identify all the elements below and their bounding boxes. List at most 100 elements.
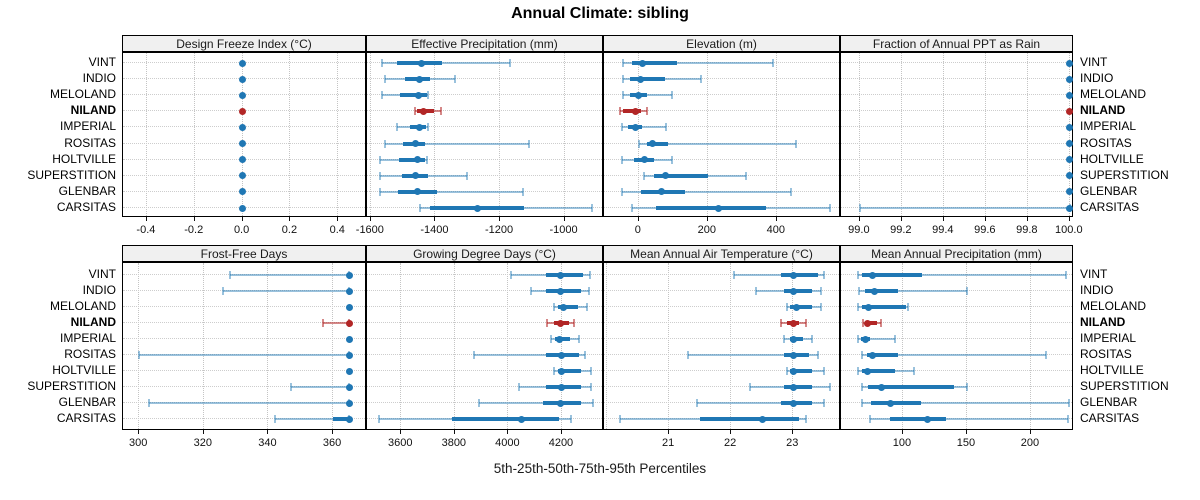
iqr-bar xyxy=(867,353,898,357)
median-dot xyxy=(871,287,879,295)
whisker-cap-low xyxy=(384,139,387,148)
median-dot xyxy=(557,271,565,279)
median-dot xyxy=(1066,75,1074,83)
grid-line-y xyxy=(841,306,1072,307)
iqr-bar xyxy=(452,417,560,421)
whisker-cap-low xyxy=(377,415,380,423)
grid-line-x xyxy=(730,263,732,429)
grid-line-y xyxy=(841,62,1072,63)
percentile-whisker xyxy=(869,418,1069,420)
whisker-cap-high xyxy=(817,351,820,359)
median-dot xyxy=(1066,107,1074,115)
grid-line-x xyxy=(900,53,902,216)
percentile-whisker xyxy=(148,402,350,404)
whisker-cap-low xyxy=(381,59,384,67)
median-dot xyxy=(789,335,797,343)
iqr-bar xyxy=(630,77,665,82)
whisker-cap-high xyxy=(454,75,457,84)
median-dot xyxy=(345,303,353,311)
axis-tick-label: 200 xyxy=(1020,437,1040,449)
grid-line-x xyxy=(668,263,670,429)
median-dot xyxy=(789,319,797,327)
grid-line-y xyxy=(367,402,602,403)
median-dot xyxy=(555,335,563,343)
axis-tick xyxy=(289,217,291,221)
grid-line-y xyxy=(367,110,602,112)
grid-line-y xyxy=(841,418,1072,419)
median-dot xyxy=(635,91,643,99)
axis-tick-label: 3800 xyxy=(441,437,467,449)
axis-tick-label: 0 xyxy=(634,224,641,236)
axis-tick xyxy=(400,430,402,434)
median-dot xyxy=(662,172,670,180)
median-dot xyxy=(789,367,797,375)
row-label-left: HOLTVILLE xyxy=(52,363,116,377)
iqr-bar xyxy=(864,289,898,293)
row-label-right: HOLTVILLE xyxy=(1080,151,1144,166)
median-dot xyxy=(638,59,646,67)
axis-tick xyxy=(499,217,501,221)
percentile-whisker xyxy=(638,142,796,145)
median-dot xyxy=(239,172,247,180)
grid-line-x xyxy=(332,263,334,429)
grid-line-y xyxy=(123,274,365,275)
panel-strip: Effective Precipitation (mm) xyxy=(366,35,603,52)
grid-line-y xyxy=(367,94,602,96)
axis-tick-label: 0.2 xyxy=(281,224,298,236)
whisker-cap-high xyxy=(820,303,823,311)
whisker-cap-high xyxy=(508,59,511,67)
iqr-bar xyxy=(700,417,800,421)
whisker-cap-high xyxy=(829,383,832,391)
grid-line-y xyxy=(367,174,602,176)
percentile-whisker xyxy=(382,62,510,64)
grid-line-y xyxy=(841,402,1072,403)
row-label-left: CARSITAS xyxy=(56,200,116,214)
axis-tick-label: 21 xyxy=(662,437,675,449)
axis-tick xyxy=(507,430,509,434)
grid-line-x xyxy=(400,263,402,429)
median-dot xyxy=(345,415,353,423)
iqr-bar xyxy=(557,305,579,309)
panel xyxy=(122,262,366,430)
whisker-cap-low xyxy=(620,155,623,164)
median-dot xyxy=(789,399,797,407)
median-dot xyxy=(637,75,645,83)
whisker-cap-high xyxy=(699,75,702,84)
whisker-cap-high xyxy=(427,123,430,132)
grid-line-x xyxy=(202,263,204,429)
median-dot xyxy=(239,107,247,115)
whisker-cap-high xyxy=(880,319,883,327)
row-label-right: IMPERIAL xyxy=(1080,119,1137,134)
percentile-whisker xyxy=(621,190,791,193)
whisker-cap-low xyxy=(618,415,621,423)
grid-line-y xyxy=(367,338,602,339)
grid-line-y xyxy=(367,322,602,323)
grid-line-y xyxy=(367,274,602,275)
median-dot xyxy=(416,75,424,83)
median-dot xyxy=(558,383,566,391)
grid-line-y xyxy=(367,158,602,160)
whisker-cap-high xyxy=(965,383,968,391)
iqr-bar xyxy=(861,305,906,309)
whisker-cap-low xyxy=(418,204,421,212)
panel xyxy=(366,262,603,430)
axis-tick-label: 400 xyxy=(766,224,785,236)
axis-tick xyxy=(202,430,204,434)
row-label-right: NILAND xyxy=(1080,315,1126,329)
whisker-cap-high xyxy=(522,187,525,196)
median-dot xyxy=(863,319,871,327)
grid-line-y xyxy=(841,126,1072,128)
whisker-cap-high xyxy=(907,303,910,311)
grid-line-y xyxy=(123,418,365,419)
whisker-cap-low xyxy=(686,351,689,359)
median-dot xyxy=(558,367,566,375)
grid-line-y xyxy=(367,386,602,387)
percentiles-caption: 5th-25th-50th-75th-95th Percentiles xyxy=(493,461,707,476)
median-dot xyxy=(411,140,419,148)
axis-tick xyxy=(965,430,967,434)
median-dot xyxy=(345,399,353,407)
axis-tick-label: 100.0 xyxy=(1055,224,1083,236)
median-dot xyxy=(1066,59,1074,67)
whisker-cap-high xyxy=(528,139,531,148)
grid-line-y xyxy=(604,94,839,96)
